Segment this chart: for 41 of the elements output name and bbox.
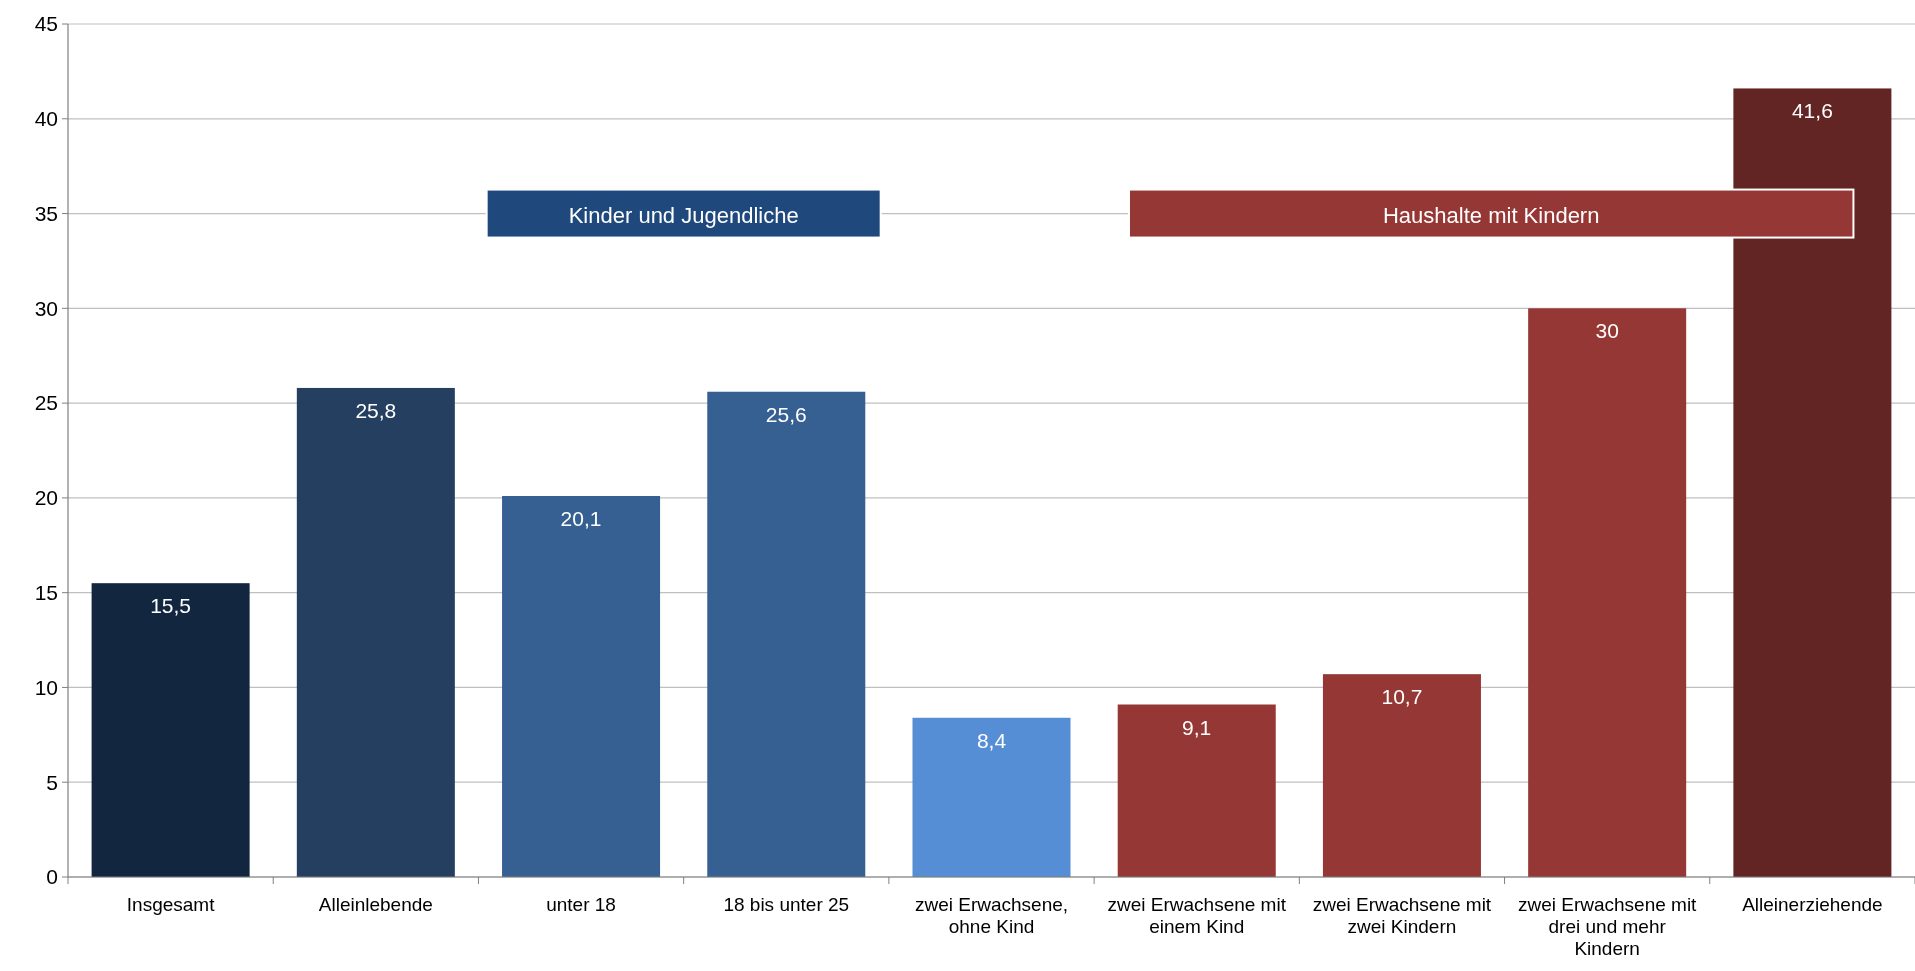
x-tick-label: Alleinlebende: [318, 894, 433, 915]
x-tick-label: 18 bis unter 25: [723, 894, 850, 915]
y-tick-label: 25: [34, 391, 58, 415]
bar: [1117, 704, 1276, 877]
data-label: 10,7: [1381, 685, 1423, 709]
bar: [91, 583, 250, 877]
data-label: 25,8: [355, 398, 397, 422]
data-label: 30: [1595, 319, 1619, 343]
bar: [707, 391, 866, 877]
bar: [1733, 88, 1892, 877]
annotation: Haushalte mit Kindern: [1382, 203, 1600, 229]
y-tick-label: 5: [46, 770, 58, 794]
bar: [1322, 674, 1481, 877]
x-tick-label: zwei Erwachsene mit einem Kind: [1107, 894, 1287, 937]
x-tick-label: Alleinerziehende: [1742, 894, 1883, 915]
x-tick-label: zwei Erwachsene, ohne Kind: [914, 894, 1069, 937]
group-label-box: Haushalte mit Kindern: [1128, 188, 1855, 239]
bar: [502, 495, 661, 877]
bar: [296, 387, 455, 877]
x-tick-label: zwei Erwachsene mit drei und mehr Kindern: [1517, 894, 1698, 959]
y-tick-label: 45: [34, 12, 58, 36]
data-label: 9,1: [1182, 715, 1212, 739]
x-tick-label: Insgesamt: [126, 894, 216, 915]
data-label: 25,6: [765, 402, 807, 426]
data-label: 41,6: [1791, 99, 1833, 123]
x-tick-label: unter 18: [546, 894, 616, 915]
x-tick-label: zwei Erwachsene mit zwei Kindern: [1312, 894, 1492, 937]
y-tick-label: 15: [34, 581, 58, 605]
data-label: 15,5: [150, 594, 192, 618]
y-tick-label: 30: [34, 296, 58, 320]
y-tick-label: 35: [34, 201, 58, 225]
y-tick-label: 20: [34, 486, 58, 510]
bar: [912, 717, 1071, 877]
bar: [1528, 308, 1687, 877]
data-label: 20,1: [560, 506, 602, 530]
y-tick-label: 0: [46, 865, 58, 889]
y-tick-label: 10: [34, 675, 58, 699]
data-label: 8,4: [976, 728, 1007, 752]
y-tick-label: 40: [34, 107, 58, 131]
group-label-box: Kinder und Jugendliche: [485, 188, 882, 239]
annotation: Kinder und Jugendliche: [568, 203, 799, 229]
